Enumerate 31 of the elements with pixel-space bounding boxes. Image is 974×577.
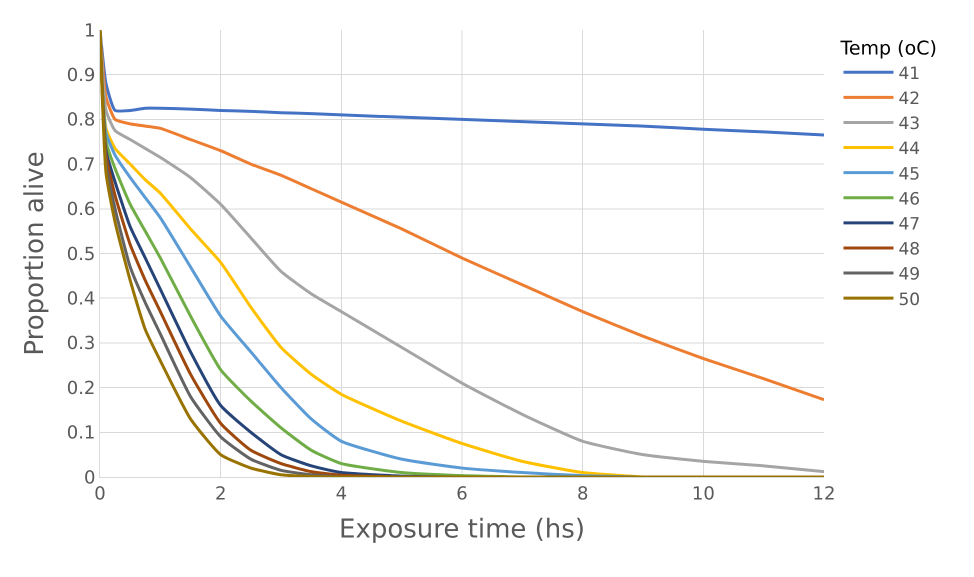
y-tick-label: 0.3	[66, 333, 96, 354]
y-axis-title: Proportion alive	[20, 151, 50, 356]
legend-label: 49	[898, 264, 920, 285]
y-tick-label: 0.7	[66, 154, 96, 176]
legend-label: 50	[898, 290, 920, 310]
x-axis-title: Exposure time (hs)	[339, 514, 585, 544]
x-tick-label: 6	[456, 484, 468, 505]
y-tick-label: 0	[84, 467, 96, 488]
y-tick-label: 0.5	[66, 244, 96, 265]
y-tick-label: 0.8	[66, 110, 96, 131]
x-tick-label: 8	[576, 484, 588, 505]
legend-label: 46	[898, 189, 920, 210]
legend-label: 43	[898, 114, 920, 134]
x-tick-label: 4	[336, 484, 348, 505]
legend-label: 47	[898, 214, 920, 234]
y-tick-label: 0.4	[66, 288, 96, 310]
legend-title: Temp (oC)	[839, 38, 937, 60]
y-tick-label: 0.6	[66, 199, 96, 220]
x-tick-label: 12	[812, 484, 836, 505]
line-series	[100, 30, 824, 137]
y-tick-label: 1	[84, 20, 96, 42]
x-tick-label: 10	[692, 484, 715, 505]
x-tick-label: 2	[214, 484, 226, 505]
legend-label: 42	[898, 88, 920, 109]
legend-label: 41	[898, 64, 920, 84]
legend-label: 44	[898, 139, 920, 160]
y-tick-label: 0.2	[66, 378, 96, 399]
legend-label: 45	[898, 164, 920, 184]
legend-label: 48	[898, 240, 920, 260]
y-tick-label: 0.9	[66, 65, 96, 86]
y-tick-label: 0.1	[66, 422, 96, 444]
